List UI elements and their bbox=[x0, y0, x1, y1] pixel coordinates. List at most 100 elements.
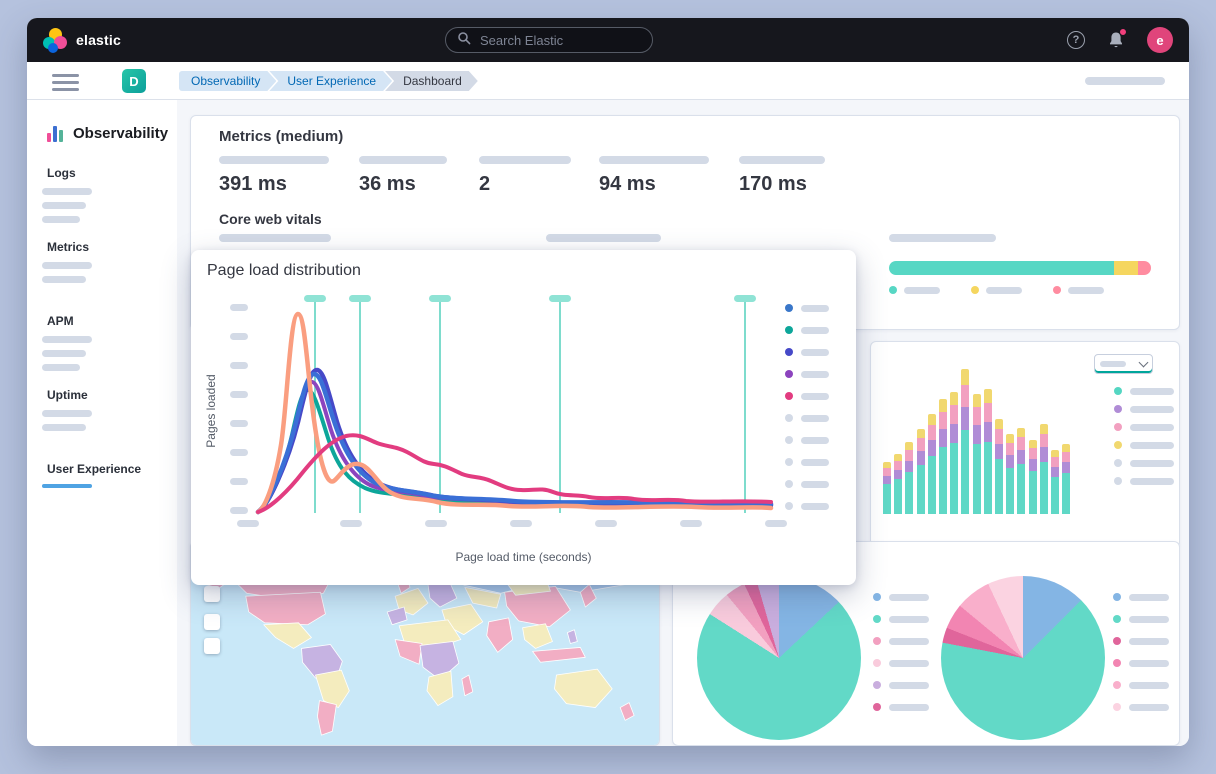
legend-item[interactable] bbox=[1113, 681, 1169, 689]
legend-item[interactable] bbox=[1114, 477, 1174, 485]
legend-item[interactable] bbox=[1113, 593, 1169, 601]
legend-item[interactable] bbox=[785, 480, 829, 488]
breadcrumb-item[interactable]: Dashboard bbox=[385, 71, 478, 91]
sidebar-item-user-experience[interactable]: User Experience bbox=[47, 462, 142, 476]
skeleton-line bbox=[42, 262, 92, 269]
legend-item[interactable] bbox=[1113, 659, 1169, 667]
legend-item[interactable] bbox=[785, 392, 829, 400]
stacked-bar[interactable] bbox=[995, 419, 1003, 514]
stacked-bar[interactable] bbox=[983, 389, 992, 514]
stacked-bar[interactable] bbox=[1062, 444, 1071, 514]
pies-panel bbox=[672, 541, 1180, 746]
stacked-bar[interactable] bbox=[1028, 440, 1037, 514]
legend-item[interactable] bbox=[1113, 703, 1169, 711]
stacked-bar[interactable] bbox=[883, 462, 891, 514]
search-input[interactable] bbox=[478, 31, 641, 49]
stacked-bar[interactable] bbox=[1039, 424, 1048, 514]
legend-item[interactable] bbox=[971, 286, 1022, 294]
legend-item[interactable] bbox=[785, 326, 829, 334]
stacked-bar[interactable] bbox=[1006, 434, 1015, 514]
legend-item[interactable] bbox=[1114, 405, 1174, 413]
legend-item[interactable] bbox=[1114, 459, 1174, 467]
legend-item[interactable] bbox=[873, 615, 929, 623]
skeleton-line bbox=[42, 336, 92, 343]
visitor-bars[interactable] bbox=[883, 364, 1079, 514]
stacked-bar[interactable] bbox=[950, 392, 959, 514]
map-control-button[interactable] bbox=[204, 638, 220, 654]
global-search[interactable] bbox=[445, 27, 653, 53]
page-load-panel: Page load distribution Pages loaded Page… bbox=[191, 250, 856, 585]
vital-bar-segment bbox=[1114, 261, 1138, 275]
legend-item[interactable] bbox=[785, 304, 829, 312]
stacked-bar[interactable] bbox=[972, 394, 981, 514]
menu-hamburger-icon[interactable] bbox=[52, 74, 79, 91]
skeleton-line bbox=[219, 156, 329, 164]
map-control-button[interactable] bbox=[204, 614, 220, 630]
legend-item[interactable] bbox=[785, 502, 829, 510]
skeleton-line bbox=[1130, 423, 1174, 431]
x-axis-tick-skeleton bbox=[510, 520, 532, 527]
legend-item[interactable] bbox=[873, 593, 929, 601]
stacked-bar[interactable] bbox=[939, 399, 947, 514]
legend-item[interactable] bbox=[1114, 387, 1174, 395]
legend-item[interactable] bbox=[1113, 615, 1169, 623]
breadcrumb-item[interactable]: Observability bbox=[179, 71, 276, 91]
pie-chart-right[interactable] bbox=[941, 576, 1105, 740]
metric-value: 94 ms bbox=[599, 173, 656, 195]
map-control-button[interactable] bbox=[204, 586, 220, 602]
pie-chart-left[interactable] bbox=[697, 576, 861, 740]
skeleton-line bbox=[1129, 593, 1169, 601]
dashboard-app-icon[interactable]: D bbox=[122, 69, 146, 93]
legend-dot bbox=[873, 637, 881, 645]
legend-item[interactable] bbox=[1114, 441, 1174, 449]
stacked-bar[interactable] bbox=[961, 369, 970, 514]
sidebar-item-metrics[interactable]: Metrics bbox=[47, 240, 90, 254]
sidebar-item-apm[interactable]: APM bbox=[47, 314, 74, 328]
legend-item[interactable] bbox=[873, 681, 929, 689]
legend-item[interactable] bbox=[1113, 637, 1169, 645]
page-load-chart[interactable] bbox=[191, 250, 856, 585]
stacked-bar[interactable] bbox=[894, 454, 903, 514]
skeleton-line bbox=[1130, 387, 1174, 395]
breadcrumb-item[interactable]: User Experience bbox=[269, 71, 392, 91]
stacked-bar[interactable] bbox=[1051, 450, 1059, 514]
skeleton-line bbox=[801, 502, 829, 510]
legend-dot bbox=[873, 703, 881, 711]
legend-dot bbox=[785, 348, 793, 356]
nav-bar: D Observability User Experience Dashboard bbox=[27, 62, 1189, 100]
legend-item[interactable] bbox=[873, 637, 929, 645]
legend-item[interactable] bbox=[785, 414, 829, 422]
legend-item[interactable] bbox=[873, 703, 929, 711]
legend-item[interactable] bbox=[889, 286, 940, 294]
legend-item[interactable] bbox=[785, 458, 829, 466]
metric: 170 ms bbox=[739, 156, 825, 196]
legend-dot bbox=[785, 392, 793, 400]
stacked-bar[interactable] bbox=[916, 429, 925, 514]
stacked-bar[interactable] bbox=[905, 442, 914, 514]
skeleton-line bbox=[479, 156, 571, 164]
breakdown-select[interactable] bbox=[1094, 354, 1153, 374]
metric-value: 36 ms bbox=[359, 173, 416, 195]
notifications-bell-icon[interactable] bbox=[1108, 28, 1127, 49]
stacked-bar[interactable] bbox=[1017, 428, 1026, 514]
sidebar-item-logs[interactable]: Logs bbox=[47, 166, 76, 180]
skeleton-line bbox=[801, 326, 829, 334]
elastic-logo[interactable]: elastic bbox=[43, 18, 121, 62]
legend-item[interactable] bbox=[873, 659, 929, 667]
legend-dot bbox=[1114, 387, 1122, 395]
help-icon[interactable]: ? bbox=[1067, 31, 1085, 49]
skeleton-line bbox=[904, 286, 940, 294]
skeleton-line bbox=[1129, 659, 1169, 667]
sidebar-title: Observability bbox=[73, 125, 169, 142]
sidebar-item-uptime[interactable]: Uptime bbox=[47, 388, 88, 402]
main-content: Observability Logs Metrics APM Uptime User E… bbox=[27, 100, 1189, 746]
legend-item[interactable] bbox=[1114, 423, 1174, 431]
x-axis-tick-skeleton bbox=[237, 520, 259, 527]
chevron-down-icon bbox=[1138, 357, 1149, 367]
legend-item[interactable] bbox=[785, 370, 829, 378]
legend-item[interactable] bbox=[785, 348, 829, 356]
legend-item[interactable] bbox=[785, 436, 829, 444]
legend-item[interactable] bbox=[1053, 286, 1104, 294]
user-avatar[interactable]: e bbox=[1147, 27, 1173, 53]
stacked-bar[interactable] bbox=[927, 414, 936, 514]
